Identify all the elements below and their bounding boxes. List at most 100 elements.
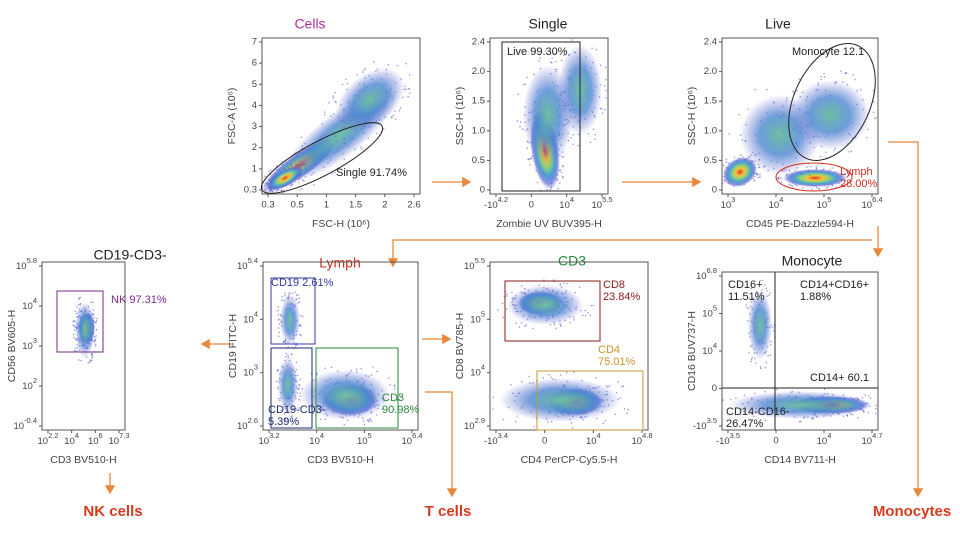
event-dot <box>735 397 737 400</box>
event-dot <box>562 124 565 126</box>
event-dot <box>595 48 598 51</box>
event-dot <box>331 172 334 175</box>
event-dot <box>584 315 587 317</box>
event-dot <box>626 412 628 415</box>
tick-label: 0 <box>712 383 717 394</box>
event-dot <box>396 64 399 67</box>
event-dot <box>872 89 875 92</box>
event-dot <box>562 164 565 167</box>
gate-label: CD16+ 11.51% <box>728 279 765 303</box>
event-dot <box>394 118 397 121</box>
tick-exp: 4.7 <box>872 431 882 440</box>
event-dot <box>362 131 365 134</box>
event-dot <box>302 164 305 166</box>
event-dot <box>355 368 358 371</box>
event-dot <box>287 396 289 398</box>
tick-exp: 5.5 <box>602 195 612 204</box>
event-dot <box>565 371 568 374</box>
event-dot <box>277 189 279 192</box>
tick-exp: -0.4 <box>24 416 37 425</box>
tick-label: 104 <box>702 341 717 357</box>
event-dot <box>94 345 97 347</box>
event-dot <box>764 419 767 422</box>
gate-line: CD3 <box>382 392 404 404</box>
event-dot <box>519 125 521 128</box>
event-dot <box>765 287 768 290</box>
population-label: T cells <box>425 503 472 520</box>
x-axis-label: Zombie UV BUV395-H <box>496 218 602 230</box>
event-dot <box>550 61 552 64</box>
panel-title: CD3 <box>558 253 586 269</box>
tick-base: 10 <box>243 367 254 378</box>
tick-base: -10 <box>484 200 498 211</box>
event-dot <box>283 167 286 170</box>
event-dot <box>823 388 826 391</box>
tick-label: 1.5 <box>472 96 485 107</box>
event-dot <box>333 113 335 115</box>
event-dot <box>570 39 573 41</box>
tick-base: 10 <box>470 367 481 378</box>
event-dot <box>390 116 393 118</box>
event-dot <box>502 418 505 421</box>
tick-exp: 6.4 <box>412 431 422 440</box>
tick-base: 10 <box>243 314 254 325</box>
gate-line: CD16+ <box>728 279 763 291</box>
gate-line: CD8 <box>603 279 625 291</box>
event-dot <box>297 294 299 296</box>
event-dot <box>300 324 302 327</box>
event-dot <box>815 186 818 189</box>
event-dot <box>297 178 300 181</box>
event-dot <box>781 131 784 134</box>
event-dot <box>387 377 390 379</box>
event-dot <box>526 76 528 79</box>
event-dot <box>748 163 750 165</box>
event-dot <box>725 161 728 164</box>
event-dot <box>865 136 868 139</box>
tick-base: 10 <box>721 200 732 211</box>
event-dot <box>301 187 304 190</box>
event-dot <box>542 171 545 174</box>
event-dot <box>819 155 822 158</box>
gate <box>270 277 316 345</box>
gate-line: 1.88% <box>800 291 831 303</box>
tick-label: -103.5 <box>693 416 717 432</box>
event-dot <box>739 154 742 156</box>
event-dot <box>328 102 330 104</box>
tick-label: 3 <box>252 121 257 132</box>
tick-label: 0.5 <box>472 155 485 166</box>
tick-label: 1.5 <box>704 96 717 107</box>
event-dot <box>538 60 540 62</box>
event-dot <box>76 306 78 308</box>
tick-base: 10 <box>108 436 119 447</box>
event-dot <box>765 362 768 364</box>
event-dot <box>382 128 385 130</box>
event-dot <box>544 50 547 52</box>
event-dot <box>294 181 296 183</box>
event-dot <box>286 418 289 421</box>
event-dot <box>296 344 298 346</box>
event-dot <box>78 298 80 300</box>
event-dot <box>362 69 365 71</box>
tick-label: 2.4 <box>704 37 717 48</box>
tick-exp: 4 <box>570 195 574 204</box>
panel-title: Live <box>765 16 791 32</box>
tick-base: 10 <box>88 436 99 447</box>
density <box>790 80 870 150</box>
gate <box>315 347 399 429</box>
event-dot <box>768 294 770 296</box>
event-dot <box>272 191 275 193</box>
event-dot <box>502 316 505 319</box>
event-dot <box>825 151 827 153</box>
event-dot <box>95 335 97 337</box>
event-dot <box>299 378 302 381</box>
gate-label: CD14-CD16-26.47% <box>726 406 790 430</box>
event-dot <box>572 143 574 146</box>
tick-base: 10 <box>464 421 475 432</box>
arrow <box>387 239 872 268</box>
event-dot <box>759 176 761 178</box>
event-dot <box>621 385 623 388</box>
event-dot <box>407 95 409 98</box>
event-dot <box>409 92 411 94</box>
tick-label: 1.0 <box>704 125 717 136</box>
event-dot <box>360 148 363 150</box>
